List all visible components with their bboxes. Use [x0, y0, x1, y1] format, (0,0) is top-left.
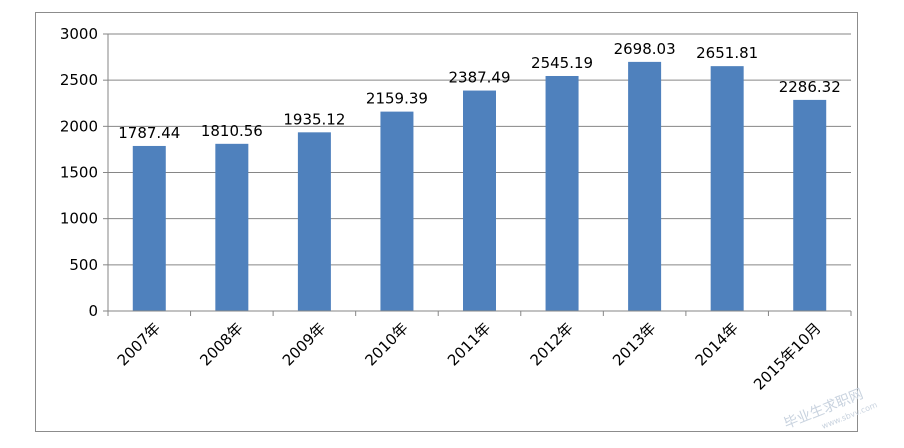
x-tick-label: 2007年	[114, 319, 164, 369]
x-tick-label: 2013年	[609, 319, 659, 369]
data-label: 2286.32	[779, 78, 841, 96]
y-tick-label: 0	[88, 302, 98, 320]
y-tick-label: 500	[69, 256, 98, 274]
data-label: 2651.81	[696, 44, 758, 62]
bar	[545, 75, 579, 311]
bar	[628, 61, 662, 311]
bar	[132, 145, 166, 311]
bars	[132, 61, 827, 312]
data-label: 1787.44	[118, 124, 180, 142]
x-tick-label: 2008年	[196, 319, 246, 369]
x-tick-label: 2009年	[279, 319, 329, 369]
x-tick-label: 2015年10月	[750, 319, 824, 393]
data-label: 2387.49	[448, 69, 510, 87]
bar	[297, 132, 331, 311]
bar	[380, 111, 414, 311]
data-label: 1935.12	[283, 110, 345, 128]
y-tick-label: 1500	[60, 164, 98, 182]
y-tick-label: 3000	[60, 25, 98, 43]
data-label: 2545.19	[531, 54, 593, 72]
bar	[215, 143, 249, 311]
y-tick-label: 2500	[60, 71, 98, 89]
y-tick-label: 2000	[60, 117, 98, 135]
watermark: 毕业生求职网 www.sbvv.com	[782, 386, 879, 432]
y-tick-label: 1000	[60, 210, 98, 228]
bar	[710, 66, 744, 312]
x-tick-label: 2014年	[692, 319, 742, 369]
x-tick-label: 2011年	[444, 319, 494, 369]
x-tick-label: 2012年	[527, 319, 577, 369]
x-tick-label: 2010年	[361, 319, 411, 369]
axes	[103, 33, 852, 316]
data-label: 2698.03	[614, 40, 676, 58]
data-label: 2159.39	[366, 90, 428, 108]
data-label: 1810.56	[201, 122, 263, 140]
bar	[463, 90, 496, 312]
bar	[793, 99, 827, 311]
